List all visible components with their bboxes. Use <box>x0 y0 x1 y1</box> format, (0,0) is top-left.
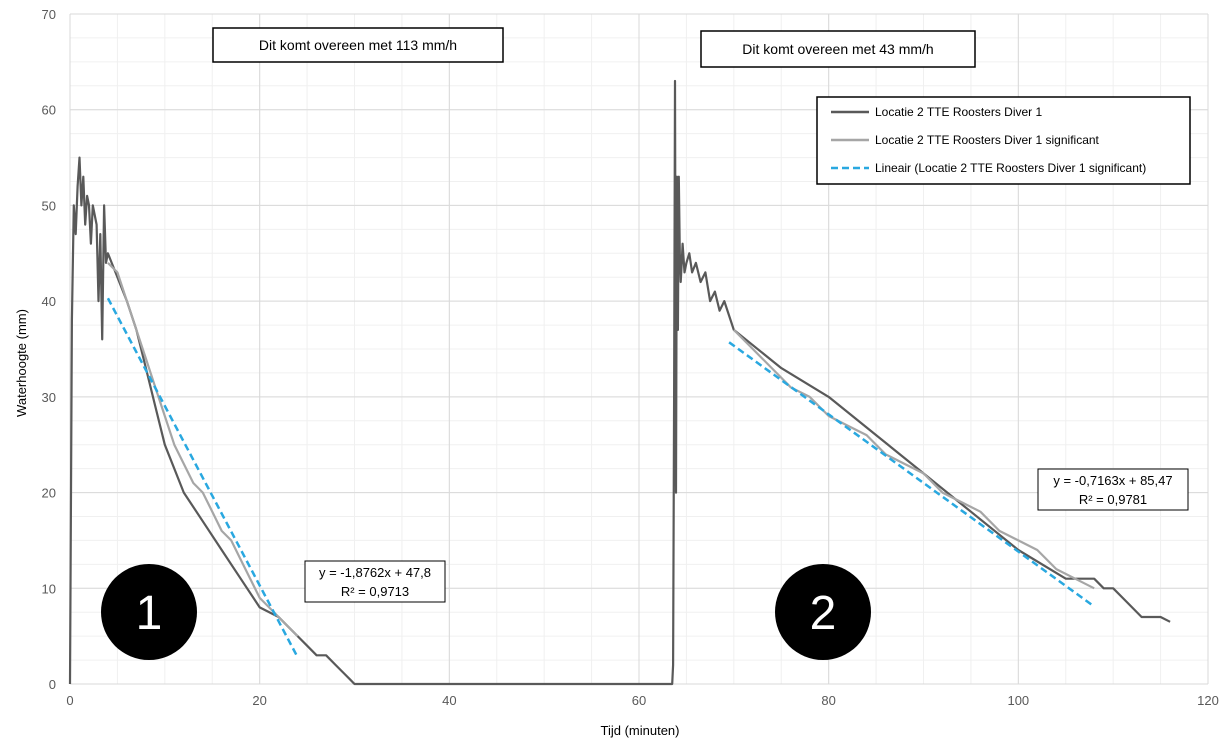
y-axis-title: Waterhoogte (mm) <box>14 309 29 417</box>
annotation-box-2-text: Dit komt overeen met 43 mm/h <box>742 41 933 57</box>
equation-box-1: y = -1,8762x + 47,8 R² = 0,9713 <box>304 560 446 603</box>
y-tick-label: 30 <box>42 390 56 405</box>
marker-circle-1-label: 1 <box>136 587 163 640</box>
equation-1-line-2: R² = 0,9713 <box>341 584 409 599</box>
y-tick-label: 10 <box>42 581 56 596</box>
y-tick-label: 20 <box>42 486 56 501</box>
legend-label-raw: Locatie 2 TTE Roosters Diver 1 <box>875 105 1043 119</box>
x-tick-label: 40 <box>442 693 456 708</box>
equation-2-line-2: R² = 0,9781 <box>1079 492 1147 507</box>
y-tick-label: 70 <box>42 7 56 22</box>
marker-circle-1: 1 <box>101 564 197 660</box>
y-tick-label: 40 <box>42 294 56 309</box>
y-tick-label: 50 <box>42 198 56 213</box>
annotation-box-1: Dit komt overeen met 113 mm/h <box>212 27 504 63</box>
marker-circle-2-label: 2 <box>810 587 837 640</box>
annotation-box-1-text: Dit komt overeen met 113 mm/h <box>259 37 457 53</box>
annotation-box-2: Dit komt overeen met 43 mm/h <box>700 30 976 68</box>
y-tick-label: 0 <box>49 677 56 692</box>
trendline-group <box>106 297 1095 658</box>
equation-box-2: y = -0,7163x + 85,47 R² = 0,9781 <box>1037 468 1189 511</box>
series-significant-line-1 <box>107 262 299 637</box>
x-tick-label: 60 <box>632 693 646 708</box>
x-tick-label: 80 <box>821 693 835 708</box>
marker-circle-2: 2 <box>775 564 871 660</box>
x-tick-label: 20 <box>252 693 266 708</box>
x-tick-label: 0 <box>66 693 73 708</box>
legend-border <box>816 96 1191 185</box>
equation-1-line-1: y = -1,8762x + 47,8 <box>319 565 431 580</box>
legend: Locatie 2 TTE Roosters Diver 1 Locatie 2… <box>816 96 1191 185</box>
x-tick-label: 120 <box>1197 693 1219 708</box>
trendline-1 <box>106 297 299 658</box>
series-raw-line-group <box>68 79 1171 686</box>
trendline-2 <box>728 341 1095 608</box>
y-tick-label: 60 <box>42 103 56 118</box>
legend-label-trendline: Lineair (Locatie 2 TTE Roosters Diver 1 … <box>875 161 1146 175</box>
x-tick-label: 100 <box>1007 693 1029 708</box>
x-axis-title: Tijd (minuten) <box>601 723 680 738</box>
legend-label-significant: Locatie 2 TTE Roosters Diver 1 significa… <box>875 133 1100 147</box>
series-raw-line <box>68 79 1171 686</box>
x-tick-labels: 0 20 40 60 80 100 120 <box>66 693 1218 708</box>
equation-2-line-1: y = -0,7163x + 85,47 <box>1053 473 1172 488</box>
y-tick-labels: 0 10 20 30 40 50 60 70 <box>42 7 56 692</box>
